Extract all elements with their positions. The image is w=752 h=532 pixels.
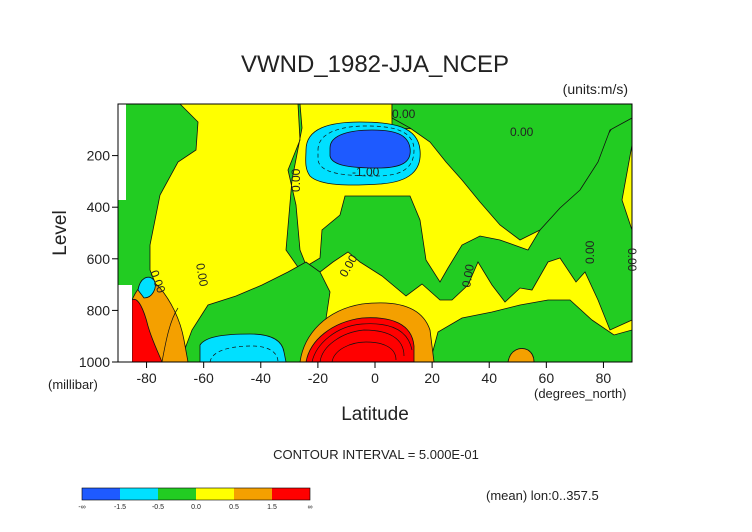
y-axis-units: (millibar) bbox=[48, 377, 98, 392]
x-tick-label: 40 bbox=[481, 370, 497, 386]
contour-label: 0.00 bbox=[459, 263, 477, 289]
x-tick-label: 0 bbox=[371, 370, 379, 386]
colorbar-label: 1.5 bbox=[267, 504, 277, 511]
contour-interval: CONTOUR INTERVAL = 5.000E-01 bbox=[273, 447, 479, 462]
colorbar-swatch bbox=[82, 488, 120, 500]
contour-label: 0.00 bbox=[583, 240, 597, 264]
x-tick-label: -60 bbox=[194, 370, 214, 386]
negative-region-top-left bbox=[118, 104, 632, 331]
negative-region-upper-right bbox=[391, 104, 632, 241]
contour-label: -1.00 bbox=[352, 165, 380, 179]
missing-data-corner bbox=[118, 285, 132, 362]
colorbar-frame bbox=[81, 487, 311, 501]
x-axis-ticks: -80 -60 -40 -20 0 20 40 60 80 bbox=[136, 362, 611, 386]
contour-field bbox=[118, 104, 632, 362]
colorbar-label: 0.5 bbox=[229, 504, 239, 511]
y-tick-label: 600 bbox=[87, 251, 111, 267]
contour-label: 0.00 bbox=[289, 168, 303, 192]
x-tick-label: -80 bbox=[136, 370, 156, 386]
y-tick-label: 1000 bbox=[79, 354, 110, 370]
colorbar-label: -∞ bbox=[78, 504, 85, 511]
x-tick-label: 20 bbox=[424, 370, 440, 386]
negative-region-right-surface bbox=[429, 299, 632, 362]
colorbar-swatch bbox=[196, 488, 234, 500]
y-axis-label: Level bbox=[50, 210, 71, 255]
colorbar: -∞ -1.5 -0.5 0.0 0.5 1.5 ∞ bbox=[78, 487, 313, 511]
y-axis-ticks: 200 400 600 800 1000 bbox=[79, 148, 118, 370]
missing-data-top-left bbox=[118, 104, 126, 200]
colorbar-swatch bbox=[272, 488, 310, 500]
x-tick-label: 60 bbox=[539, 370, 555, 386]
dashed-contour-south bbox=[209, 345, 279, 362]
strong-negative-core bbox=[329, 129, 411, 169]
units-label: (units:m/s) bbox=[563, 81, 628, 97]
negative-band-antarctic bbox=[137, 276, 156, 299]
y-tick-label: 800 bbox=[87, 302, 111, 318]
contour-red-inner-1 bbox=[319, 329, 405, 362]
y-tick-label: 200 bbox=[87, 148, 111, 164]
contour-line-tropics-b bbox=[311, 323, 413, 362]
chart-title: VWND_1982-JJA_NCEP bbox=[241, 51, 509, 78]
colorbar-swatch bbox=[120, 488, 158, 500]
x-tick-label: -20 bbox=[308, 370, 328, 386]
positive-core-tropics-surface bbox=[305, 317, 415, 362]
x-tick-label: 80 bbox=[596, 370, 612, 386]
colorbar-label: -0.5 bbox=[152, 504, 164, 511]
y-tick-label: 400 bbox=[87, 199, 111, 215]
x-axis-label: Latitude bbox=[341, 404, 409, 425]
contour-label: 0.00 bbox=[625, 248, 639, 272]
footnote: (mean) lon:0..357.5 bbox=[486, 488, 599, 503]
positive-core-antarctic bbox=[131, 298, 163, 362]
dashed-contour-upper-1 bbox=[317, 125, 415, 177]
colorbar-label: 0.0 bbox=[191, 504, 201, 511]
colorbar-label: -1.5 bbox=[114, 504, 126, 511]
contour-line-orange-a bbox=[161, 307, 179, 362]
colorbar-swatch bbox=[158, 488, 196, 500]
colorbar-swatch bbox=[234, 488, 272, 500]
negative-band-south-surface bbox=[199, 333, 287, 362]
contour-red-inner-2 bbox=[331, 341, 397, 362]
contour-label: 0.00 bbox=[392, 107, 416, 121]
x-tick-label: -40 bbox=[251, 370, 271, 386]
colorbar-label: ∞ bbox=[308, 504, 313, 511]
positive-band-right-surface bbox=[507, 348, 535, 362]
contour-label: 0.00 bbox=[193, 262, 211, 288]
contour-label: 0.00 bbox=[510, 125, 534, 139]
x-axis-units: (degrees_north) bbox=[534, 386, 627, 401]
